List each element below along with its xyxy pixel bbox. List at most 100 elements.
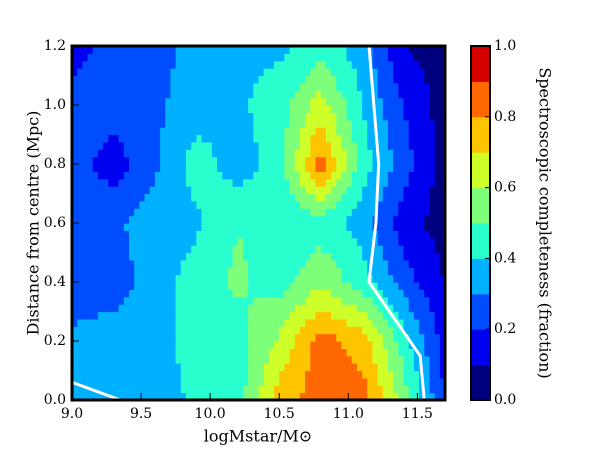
contour-cell	[336, 97, 342, 106]
contour-cell	[191, 348, 197, 357]
contour-cell	[108, 223, 115, 231]
contour-cell	[299, 333, 306, 342]
contour-cell	[232, 237, 239, 246]
contour-cell	[263, 274, 270, 283]
contour-cell	[351, 274, 358, 283]
contour-cell	[429, 289, 436, 298]
contour-cell	[439, 230, 446, 239]
contour-cell	[134, 341, 140, 349]
contour-cell	[331, 46, 337, 54]
contour-cell	[165, 355, 172, 364]
contour-cell	[227, 377, 234, 386]
contour-cell	[191, 156, 197, 165]
contour-cell	[201, 304, 208, 313]
contour-cell	[393, 208, 399, 217]
contour-cell	[289, 289, 296, 298]
contour-cell	[201, 223, 208, 231]
contour-cell	[263, 355, 270, 364]
contour-cell	[170, 289, 177, 298]
contour-cell	[398, 341, 405, 349]
contour-cell	[331, 171, 337, 180]
contour-cell	[413, 230, 420, 239]
contour-cell	[408, 90, 415, 99]
contour-cell	[341, 282, 348, 290]
contour-cell	[377, 127, 384, 136]
contour-cell	[170, 178, 177, 187]
contour-cell	[346, 193, 353, 202]
contour-cell	[258, 223, 265, 231]
contour-cell	[356, 267, 363, 276]
contour-cell	[128, 82, 135, 91]
contour-cell	[382, 259, 389, 268]
contour-cell	[108, 200, 115, 209]
contour-cell	[434, 274, 441, 283]
contour-cell	[211, 318, 218, 327]
contour-cell	[211, 333, 218, 342]
contour-cell	[403, 53, 410, 62]
contour-cell	[154, 105, 161, 113]
contour-cell	[191, 178, 197, 187]
contour-cell	[113, 215, 120, 224]
contour-cell	[393, 46, 399, 54]
contour-cell	[180, 156, 187, 165]
contour-cell	[92, 385, 99, 394]
contour-cell	[160, 326, 166, 335]
contour-cell	[92, 134, 99, 143]
contour-cell	[170, 223, 177, 231]
contour-cell	[211, 75, 218, 84]
contour-cell	[367, 119, 374, 128]
contour-cell	[108, 68, 115, 77]
contour-cell	[351, 318, 358, 327]
contour-cell	[284, 134, 291, 143]
contour-cell	[268, 318, 275, 327]
contour-cell	[294, 90, 301, 99]
contour-cell	[398, 215, 405, 224]
contour-cell	[310, 60, 317, 69]
contour-cell	[217, 164, 223, 172]
contour-cell	[92, 90, 99, 99]
contour-cell	[388, 105, 394, 113]
contour-cell	[279, 208, 286, 217]
contour-cell	[201, 274, 208, 283]
contour-cell	[191, 149, 197, 158]
contour-cell	[108, 282, 115, 290]
contour-cell	[382, 178, 389, 187]
contour-cell	[284, 105, 291, 113]
contour-cell	[382, 164, 389, 172]
contour-cell	[242, 259, 249, 268]
contour-cell	[222, 245, 229, 254]
contour-cell	[160, 68, 166, 77]
contour-cell	[362, 370, 368, 379]
contour-cell	[128, 200, 135, 209]
contour-cell	[393, 97, 399, 106]
contour-cell	[341, 326, 348, 335]
contour-cell	[232, 215, 239, 224]
contour-cell	[382, 223, 389, 231]
contour-cell	[268, 75, 275, 84]
contour-cell	[108, 230, 115, 239]
contour-cell	[154, 370, 161, 379]
contour-cell	[154, 311, 161, 320]
contour-cell	[165, 164, 172, 172]
contour-cell	[123, 46, 130, 54]
contour-cell	[336, 348, 342, 357]
contour-cell	[279, 377, 286, 386]
contour-cell	[118, 385, 125, 394]
contour-cell	[331, 326, 337, 335]
contour-cell	[165, 259, 172, 268]
contour-cell	[398, 223, 405, 231]
contour-cell	[82, 274, 89, 283]
contour-cell	[367, 363, 374, 372]
contour-cell	[263, 311, 270, 320]
contour-cell	[191, 53, 197, 62]
contour-cell	[393, 60, 399, 69]
contour-cell	[217, 333, 223, 342]
contour-cell	[310, 97, 317, 106]
contour-cell	[165, 341, 172, 349]
contour-cell	[299, 274, 306, 283]
contour-cell	[424, 200, 431, 209]
contour-cell	[201, 186, 208, 195]
contour-cell	[196, 355, 203, 364]
contour-cell	[196, 223, 203, 231]
contour-cell	[351, 90, 358, 99]
